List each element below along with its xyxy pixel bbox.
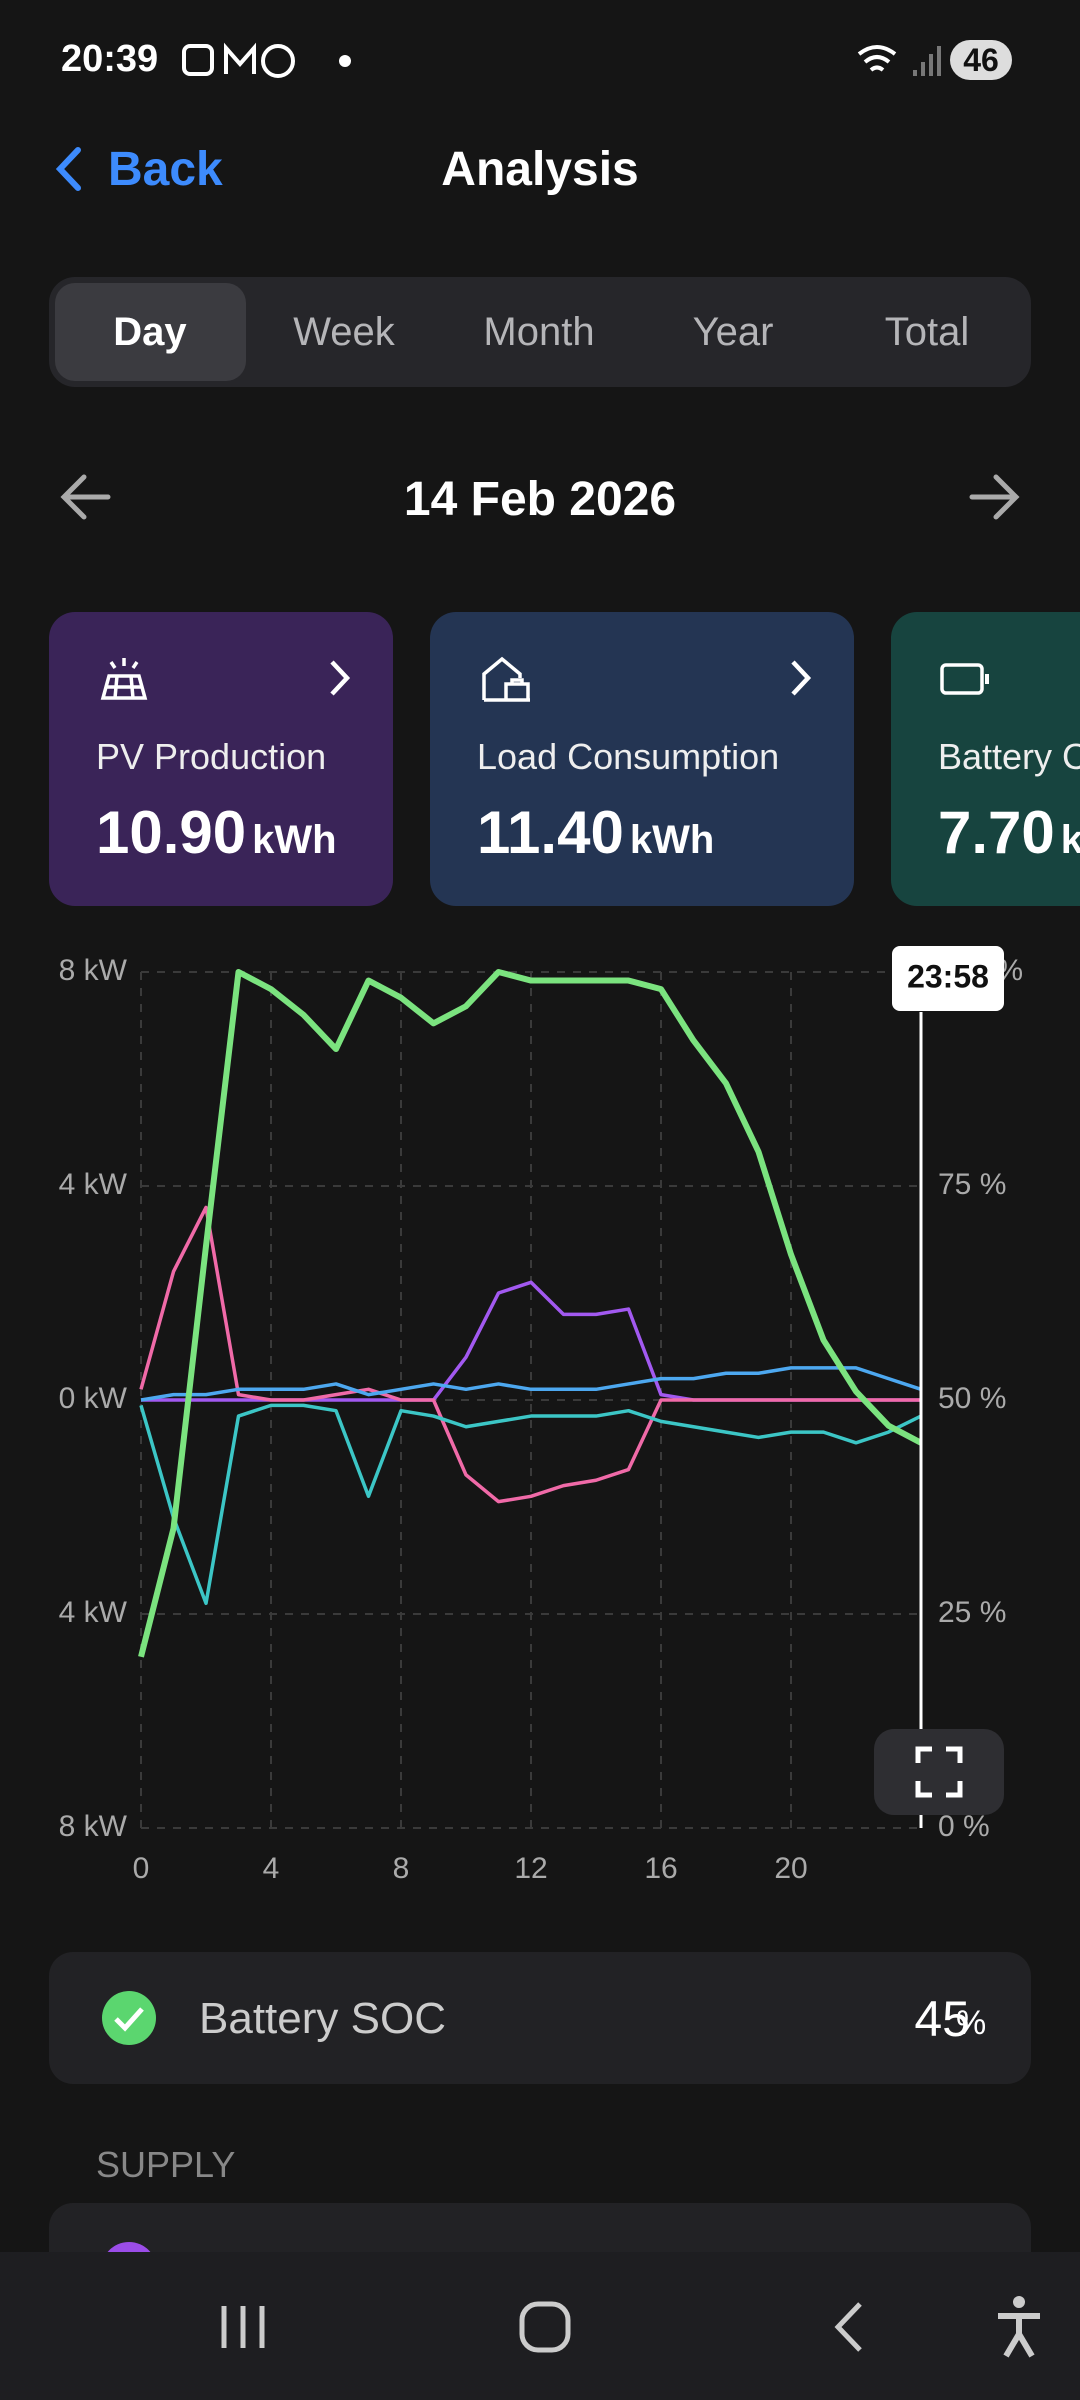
power-line	[139, 1205, 921, 1504]
fullscreen-icon	[915, 1746, 963, 1798]
prev-arrow[interactable]	[58, 472, 112, 522]
card-unit: kWh	[629, 818, 715, 862]
card-title: Load Consumption	[477, 736, 780, 777]
card-unit: kWh	[252, 818, 337, 862]
card-value: 10.90 kWh	[96, 798, 337, 867]
battery-level: 46	[950, 40, 1012, 80]
y2-tick-label: 50 %	[938, 1382, 1006, 1415]
soc-unit: %	[956, 2004, 987, 2042]
pv-card[interactable]: PV Production 10.90 kWh	[49, 612, 393, 906]
status-icons	[182, 42, 351, 78]
cursor-tooltip	[892, 946, 1004, 1011]
card-value: 11.40 kWh	[477, 798, 714, 867]
x-tick-label: 0	[133, 1852, 150, 1885]
cursor-label: 23:58	[907, 958, 989, 994]
check-icon	[102, 1991, 156, 2045]
card-number: 10.90	[96, 799, 247, 866]
tab[interactable]: Month	[483, 309, 595, 354]
x-tick-label: 20	[774, 1852, 807, 1885]
y-tick-label: 8 kW	[59, 1810, 128, 1843]
x-tick-label: 8	[393, 1852, 410, 1885]
chart: 8 kW4 kW0 kW4 kW8 kW0 %25 %50 %75 %100 %…	[59, 946, 1023, 1885]
battery-icon	[940, 663, 989, 695]
tab[interactable]: Week	[293, 309, 395, 354]
y-tick-label: 0 kW	[59, 1382, 128, 1415]
section-title: SUPPLY	[96, 2144, 236, 2185]
x-tick-label: 4	[263, 1852, 280, 1885]
solar-icon	[100, 658, 148, 700]
nav-bar	[0, 2252, 1080, 2400]
home-icon	[482, 656, 530, 702]
tab[interactable]: Year	[692, 309, 774, 354]
y-tick-label: 4 kW	[59, 1168, 128, 1201]
soc-line	[138, 969, 923, 1658]
card-chevron	[791, 660, 812, 696]
battery-card[interactable]: Battery Charge 7.70kWh	[891, 612, 1080, 906]
card-number: 7.70	[938, 799, 1055, 866]
fullscreen-button[interactable]	[874, 1729, 1004, 1815]
card-chevron	[330, 660, 351, 696]
y-tick-label: 4 kW	[59, 1596, 128, 1629]
status-time: 20:39	[61, 38, 159, 80]
tab[interactable]: Total	[884, 309, 970, 354]
y-tick-label: 8 kW	[59, 954, 128, 987]
back-button[interactable]: Back	[108, 143, 223, 196]
tab[interactable]: Day	[113, 309, 187, 354]
card-unit: kWh	[1060, 818, 1080, 862]
card-title: PV Production	[96, 736, 327, 777]
y2-tick-label: 75 %	[938, 1168, 1006, 1201]
card-value: 7.70kWh	[938, 798, 1080, 867]
next-arrow[interactable]	[968, 472, 1022, 522]
y2-tick-label: 25 %	[938, 1596, 1006, 1629]
back-chevron[interactable]	[54, 146, 84, 192]
y2-tick-label: 0 %	[938, 1810, 990, 1843]
card-title: Battery Charge	[938, 736, 1080, 777]
soc-label: Battery SOC	[199, 1994, 446, 2043]
nav-icons	[221, 2296, 1040, 2358]
soc-row[interactable]	[49, 1952, 1031, 2084]
x-tick-label: 16	[644, 1852, 677, 1885]
tab-selected-bg	[55, 283, 246, 381]
power-line	[140, 1366, 922, 1402]
power-line	[139, 1403, 922, 1606]
card-number: 11.40	[477, 799, 624, 866]
date-label: 14 Feb 2026	[403, 473, 677, 526]
signal-icons	[857, 45, 941, 76]
soc-value: 45	[914, 1991, 970, 2047]
load-card[interactable]: Load Consumption 11.40 kWh	[430, 612, 854, 906]
x-tick-label: 12	[514, 1852, 547, 1885]
